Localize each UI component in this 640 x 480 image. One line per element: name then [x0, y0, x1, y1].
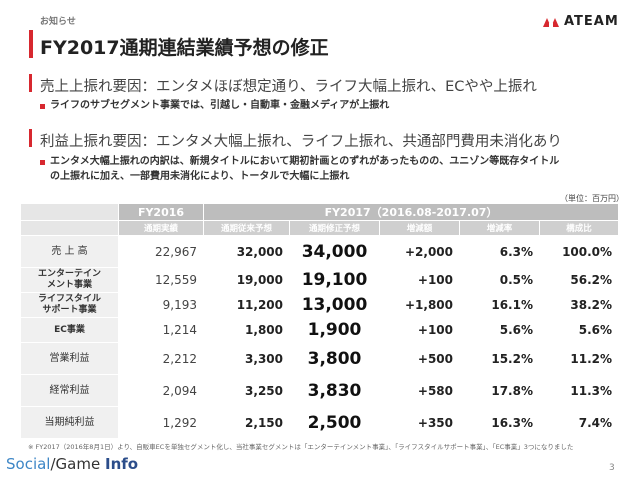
- section-2-bar: [29, 129, 32, 147]
- section-2-bullet-line-2: の上振れに加え、一部費用未消化により、トータルで大幅に上振れ: [50, 171, 350, 182]
- cell-rate: 0.5%: [459, 267, 540, 293]
- footnote: ※ FY2017（2016年8月1日）より、自販車ECを単独セグメント化し、当社…: [28, 443, 574, 451]
- cell-composition: 100.0%: [538, 235, 620, 268]
- cell-composition: 56.2%: [538, 267, 620, 293]
- page-title: FY2017通期連結業績予想の修正: [40, 37, 329, 59]
- cell-prev-forecast: 19,000: [203, 267, 290, 293]
- forecast-table: FY2016 FY2017（2016.08-2017.07） 通期実績 通期従来…: [20, 203, 620, 439]
- section-1-bullet-icon: [40, 104, 45, 109]
- cell-revised-forecast: 2,500: [289, 406, 380, 439]
- ateam-logo-icon: [543, 17, 559, 27]
- cell-composition: 11.2%: [538, 342, 620, 375]
- cell-actual: 2,094: [118, 374, 204, 407]
- cell-diff: +1,800: [379, 292, 460, 318]
- cell-diff: +580: [379, 374, 460, 407]
- ateam-logo: ATEAM: [542, 14, 619, 29]
- cell-rate: 15.2%: [459, 342, 540, 375]
- brand-info: Info: [104, 455, 139, 473]
- header-fy2016: FY2016: [118, 203, 204, 221]
- row-label: ライフスタイル サポート事業: [20, 292, 119, 318]
- cell-revised-forecast: 3,800: [289, 342, 380, 375]
- section-2-heading: 利益上振れ要因：エンタメ大幅上振れ、ライフ上振れ、共通部門費用未消化あり: [40, 134, 562, 150]
- cell-prev-forecast: 11,200: [203, 292, 290, 318]
- cell-revised-forecast: 34,000: [289, 235, 380, 268]
- cell-diff: +100: [379, 267, 460, 293]
- row-label: 当期純利益: [20, 406, 119, 439]
- notice-label: お知らせ: [40, 17, 76, 27]
- cell-composition: 7.4%: [538, 406, 620, 439]
- header-rate: 増減率: [459, 220, 540, 236]
- cell-rate: 16.3%: [459, 406, 540, 439]
- table-row: エンターテイン メント事業 12,559 19,000 19,100 +100 0.5% 5…: [20, 267, 620, 293]
- row-label: 売 上 高: [20, 235, 119, 268]
- section-1-heading: 売上上振れ要因：エンタメほぼ想定通り、ライフ大幅上振れ、ECやや上振れ: [40, 79, 537, 95]
- table-row: 営業利益 2,212 3,300 3,800 +500 15.2% 11.2%: [20, 342, 620, 375]
- row-label: 経常利益: [20, 374, 119, 407]
- section-2-bullet-icon: [40, 160, 45, 165]
- cell-diff: +500: [379, 342, 460, 375]
- cell-revised-forecast: 1,900: [289, 317, 380, 343]
- table-row: 経常利益 2,094 3,250 3,830 +580 17.8% 11.3%: [20, 374, 620, 407]
- cell-diff: +100: [379, 317, 460, 343]
- cell-revised-forecast: 19,100: [289, 267, 380, 293]
- cell-revised-forecast: 13,000: [289, 292, 380, 318]
- header-diff: 増減額: [379, 220, 460, 236]
- cell-actual: 12,559: [118, 267, 204, 293]
- section-1-bullet: ライフのサブセグメント事業では、引越し・自動車・金融メディアが上振れ: [50, 100, 390, 111]
- table-header-top: FY2016 FY2017（2016.08-2017.07）: [20, 203, 620, 221]
- logo-text: ATEAM: [564, 14, 619, 29]
- cell-composition: 5.6%: [538, 317, 620, 343]
- header-blank-sub: [20, 220, 119, 236]
- title-accent-bar: [29, 30, 33, 58]
- header-composition: 構成比: [538, 220, 620, 236]
- cell-prev-forecast: 32,000: [203, 235, 290, 268]
- table-row: EC事業 1,214 1,800 1,900 +100 5.6% 5.6%: [20, 317, 620, 343]
- table-row: ライフスタイル サポート事業 9,193 11,200 13,000 +1,800 16.…: [20, 292, 620, 318]
- cell-composition: 38.2%: [538, 292, 620, 318]
- section-1-bar: [29, 74, 32, 92]
- brand-slash: /: [50, 455, 56, 473]
- unit-note: （単位：百万円）: [560, 194, 624, 203]
- brand-game: Game: [55, 455, 101, 473]
- header-fy2017: FY2017（2016.08-2017.07）: [202, 203, 620, 221]
- cell-actual: 1,292: [118, 406, 204, 439]
- header-blank: [20, 203, 119, 221]
- row-label: エンターテイン メント事業: [20, 267, 119, 293]
- brand-social: Social: [6, 455, 51, 473]
- cell-composition: 11.3%: [538, 374, 620, 407]
- header-actual: 通期実績: [118, 220, 204, 236]
- header-revised-forecast: 通期修正予想: [289, 220, 380, 236]
- cell-actual: 22,967: [118, 235, 204, 268]
- page-number: 3: [609, 463, 615, 473]
- table-row: 売 上 高 22,967 32,000 34,000 +2,000 6.3% 100.0%: [20, 235, 620, 268]
- cell-prev-forecast: 3,300: [203, 342, 290, 375]
- cell-revised-forecast: 3,830: [289, 374, 380, 407]
- cell-diff: +2,000: [379, 235, 460, 268]
- cell-diff: +350: [379, 406, 460, 439]
- table-header-sub: 通期実績 通期従来予想 通期修正予想 増減額 増減率 構成比: [20, 220, 620, 236]
- section-2-bullet-line-1: エンタメ大幅上振れの内訳は、新規タイトルにおいて期初計画とのずれがあったものの、…: [50, 156, 560, 167]
- cell-rate: 6.3%: [459, 235, 540, 268]
- socialgameinfo-logo: Social/Game Info: [6, 455, 138, 473]
- row-label: 営業利益: [20, 342, 119, 375]
- cell-prev-forecast: 3,250: [203, 374, 290, 407]
- cell-rate: 17.8%: [459, 374, 540, 407]
- cell-prev-forecast: 1,800: [203, 317, 290, 343]
- cell-actual: 1,214: [118, 317, 204, 343]
- cell-actual: 9,193: [118, 292, 204, 318]
- cell-rate: 16.1%: [459, 292, 540, 318]
- cell-rate: 5.6%: [459, 317, 540, 343]
- row-label: EC事業: [20, 317, 119, 343]
- cell-actual: 2,212: [118, 342, 204, 375]
- cell-prev-forecast: 2,150: [203, 406, 290, 439]
- table-row: 当期純利益 1,292 2,150 2,500 +350 16.3% 7.4%: [20, 406, 620, 439]
- header-prev-forecast: 通期従来予想: [203, 220, 290, 236]
